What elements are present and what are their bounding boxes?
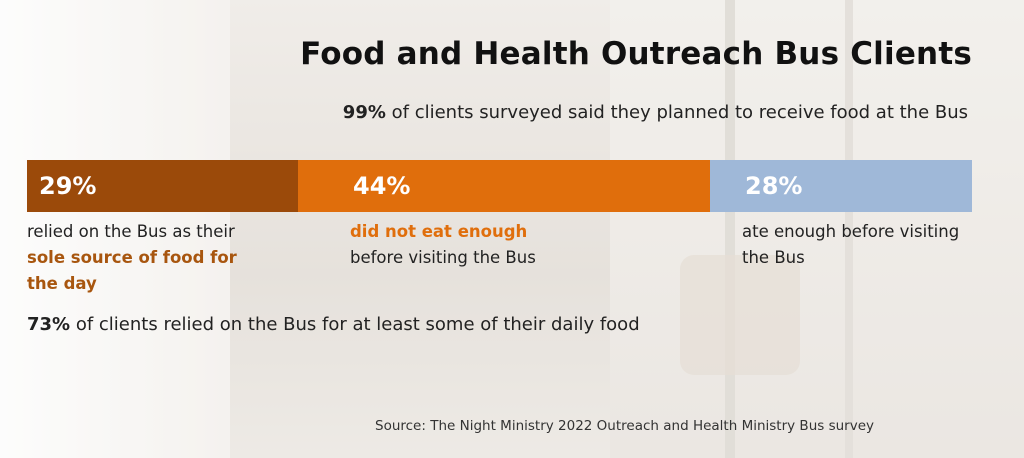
segment-value-label: 44% [353,172,411,200]
description-text-after: before visiting the Bus [350,248,536,267]
bar-segment-1: 29% [27,160,298,212]
description-highlight: did not eat enough [350,222,528,241]
subtitle-value: 99% [342,102,386,123]
bar-segment-3: 28% [710,160,972,212]
segment-value-label: 29% [39,172,97,200]
stacked-bar: 29% 44% 28% [27,160,972,212]
footnote-value: 73% [27,314,71,335]
subtitle-text: of clients surveyed said they planned to… [391,102,968,123]
segment-description-3: ate enough before visiting the Bus [742,219,982,271]
footnote-text: of clients relied on the Bus for at leas… [75,314,640,335]
description-text: ate enough before visiting the Bus [742,222,960,267]
source-note: Source: The Night Ministry 2022 Outreach… [375,418,874,434]
description-text: relied on the Bus as their [27,222,235,241]
segment-description-2: did not eat enough before visiting the Bu… [350,219,590,271]
segment-description-1: relied on the Bus as their sole source o… [27,219,267,297]
segment-value-label: 28% [745,172,803,200]
description-highlight: sole source of food for the day [27,248,237,293]
subtitle: 99% of clients surveyed said they planne… [0,102,1024,123]
footnote: 73% of clients relied on the Bus for at … [27,314,640,335]
chart-title: Food and Health Outreach Bus Clients [300,36,972,72]
bar-segment-2: 44% [298,160,710,212]
